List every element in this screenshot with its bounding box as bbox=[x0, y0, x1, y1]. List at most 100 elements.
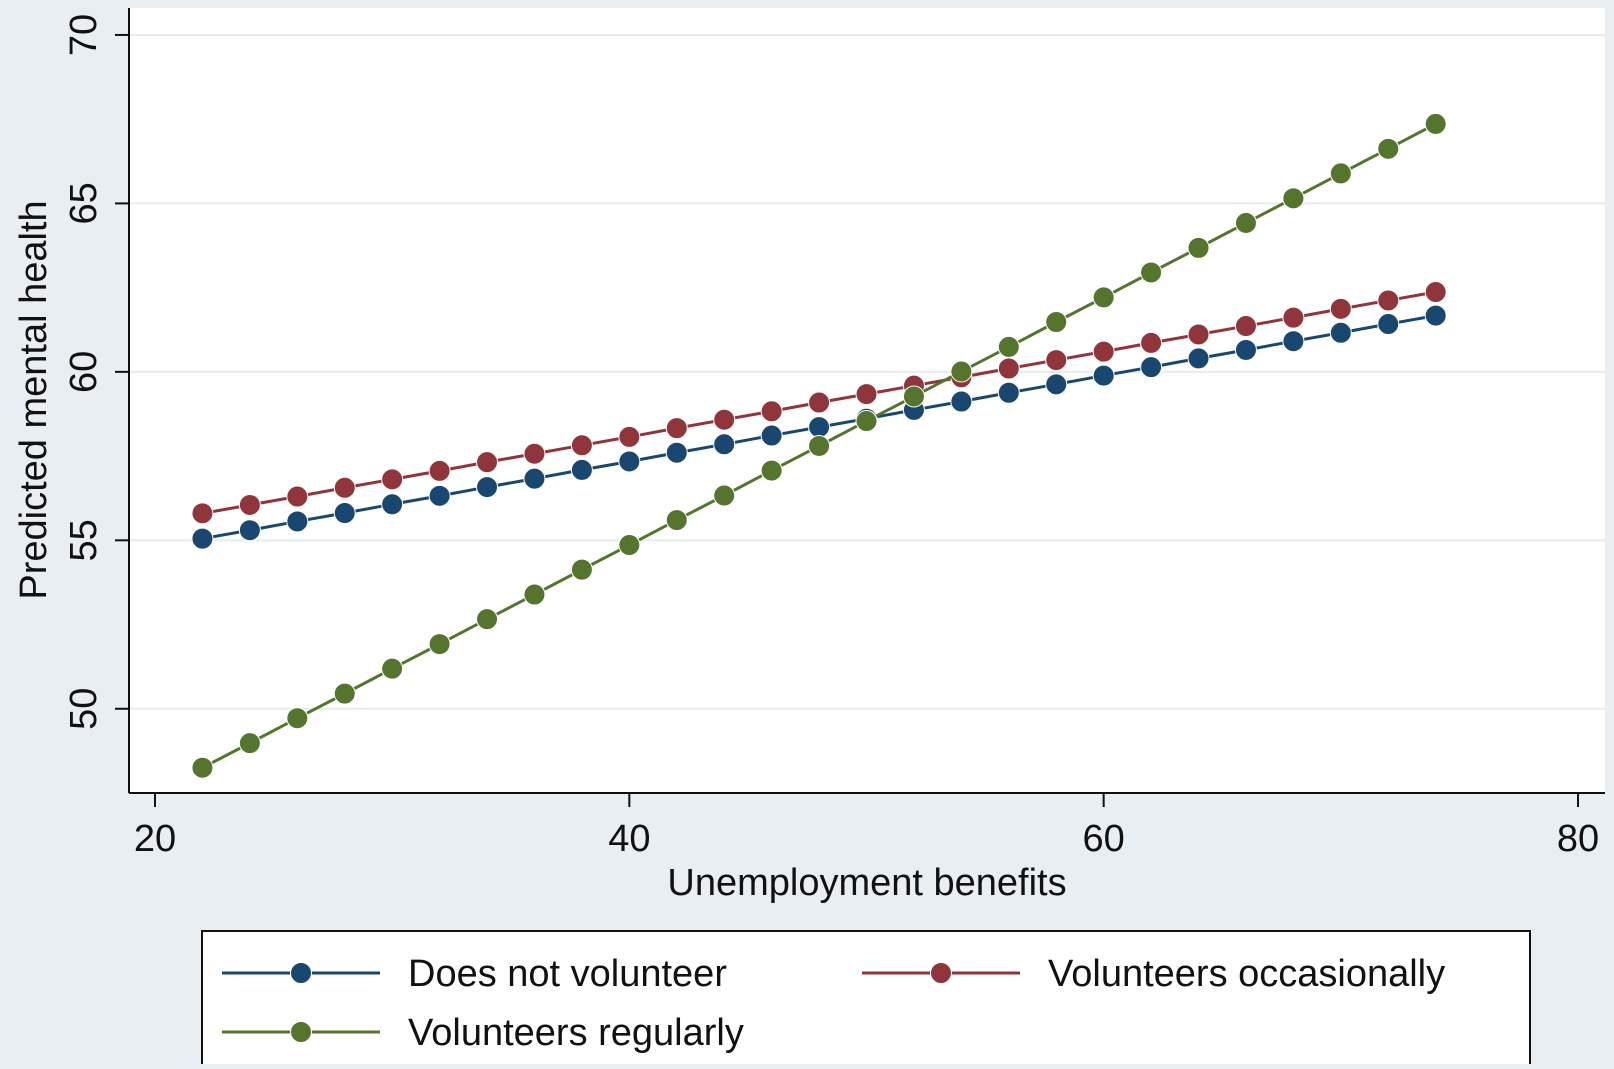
data-point-2-8 bbox=[570, 558, 593, 581]
legend-box bbox=[201, 930, 1531, 1069]
y-tick-label-55: 55 bbox=[63, 519, 105, 561]
data-point-2-15 bbox=[902, 385, 925, 408]
data-point-0-11 bbox=[713, 433, 736, 456]
data-point-0-7 bbox=[523, 467, 546, 490]
data-point-2-25 bbox=[1377, 137, 1400, 160]
y-tick-label-70: 70 bbox=[63, 14, 105, 56]
data-point-0-23 bbox=[1282, 330, 1305, 353]
legend-marker-1 bbox=[930, 962, 952, 984]
series-0 bbox=[191, 304, 1447, 550]
legend-label-1: Volunteers occasionally bbox=[1048, 953, 1445, 995]
data-point-0-12 bbox=[760, 424, 783, 447]
x-tick-label-40: 40 bbox=[608, 818, 650, 860]
data-point-1-3 bbox=[333, 476, 356, 499]
data-point-1-19 bbox=[1092, 340, 1115, 363]
data-point-0-17 bbox=[997, 381, 1020, 404]
data-point-1-7 bbox=[523, 442, 546, 465]
x-tick-label-80: 80 bbox=[1557, 818, 1599, 860]
data-point-1-2 bbox=[286, 485, 309, 508]
data-point-0-5 bbox=[428, 484, 451, 507]
data-point-0-18 bbox=[1045, 373, 1068, 396]
data-point-2-5 bbox=[428, 633, 451, 656]
data-point-1-9 bbox=[618, 425, 641, 448]
data-point-1-20 bbox=[1140, 331, 1163, 354]
data-point-1-26 bbox=[1424, 281, 1447, 304]
data-point-0-22 bbox=[1234, 338, 1257, 361]
data-point-2-23 bbox=[1282, 187, 1305, 210]
data-point-2-14 bbox=[855, 410, 878, 433]
data-point-2-18 bbox=[1045, 311, 1068, 333]
y-ticks: 50 55 60 65 70 bbox=[63, 14, 129, 730]
data-point-2-10 bbox=[665, 509, 688, 532]
data-point-2-7 bbox=[523, 583, 546, 606]
data-point-0-4 bbox=[381, 493, 404, 516]
data-point-1-14 bbox=[855, 383, 878, 406]
data-point-1-4 bbox=[381, 468, 404, 491]
data-point-2-17 bbox=[997, 335, 1020, 358]
legend-label-2: Volunteers regularly bbox=[408, 1012, 744, 1054]
data-point-0-16 bbox=[950, 390, 973, 413]
data-point-1-11 bbox=[713, 408, 736, 431]
legend-label-0: Does not volunteer bbox=[408, 953, 727, 995]
x-tick-label-20: 20 bbox=[134, 818, 176, 860]
data-point-1-13 bbox=[808, 391, 831, 414]
data-point-1-21 bbox=[1187, 323, 1210, 346]
x-ticks: 20 40 60 80 bbox=[134, 793, 1599, 860]
data-point-1-6 bbox=[476, 451, 499, 474]
data-point-1-12 bbox=[760, 400, 783, 423]
data-point-0-25 bbox=[1377, 313, 1400, 336]
data-point-1-24 bbox=[1329, 297, 1352, 320]
data-point-0-0 bbox=[191, 527, 214, 550]
data-point-2-3 bbox=[333, 682, 356, 705]
data-point-1-22 bbox=[1234, 315, 1257, 338]
data-point-0-26 bbox=[1424, 304, 1447, 327]
data-point-1-0 bbox=[191, 502, 214, 525]
data-point-0-20 bbox=[1140, 356, 1163, 379]
data-point-2-26 bbox=[1424, 112, 1447, 135]
data-point-0-6 bbox=[476, 476, 499, 499]
data-point-0-10 bbox=[665, 441, 688, 464]
data-point-0-9 bbox=[618, 450, 641, 473]
data-point-0-13 bbox=[808, 416, 831, 439]
data-point-1-18 bbox=[1045, 349, 1068, 372]
data-point-2-21 bbox=[1187, 236, 1210, 259]
data-point-2-24 bbox=[1329, 162, 1352, 185]
data-point-2-12 bbox=[760, 459, 783, 482]
data-point-2-11 bbox=[713, 484, 736, 507]
y-tick-label-60: 60 bbox=[63, 351, 105, 393]
data-point-1-17 bbox=[997, 357, 1020, 380]
data-point-2-1 bbox=[238, 732, 261, 755]
x-axis-label: Unemployment benefits bbox=[667, 862, 1066, 904]
data-point-2-9 bbox=[618, 534, 641, 557]
gridlines bbox=[129, 33, 1605, 710]
data-point-2-13 bbox=[808, 434, 831, 457]
data-point-1-25 bbox=[1377, 289, 1400, 312]
data-point-1-5 bbox=[428, 459, 451, 482]
y-tick-label-50: 50 bbox=[63, 688, 105, 730]
legend-marker-0 bbox=[290, 962, 312, 984]
data-point-1-23 bbox=[1282, 306, 1305, 329]
data-point-0-8 bbox=[570, 458, 593, 481]
series-layer bbox=[191, 112, 1447, 779]
legend: Does not volunteer Volunteers occasionall… bbox=[201, 930, 1531, 1069]
series-2 bbox=[191, 112, 1447, 779]
y-axis-label: Predicted mental health bbox=[13, 200, 55, 599]
y-tick-label-65: 65 bbox=[63, 182, 105, 224]
data-point-0-3 bbox=[333, 502, 356, 525]
data-point-2-4 bbox=[381, 657, 404, 680]
data-point-2-0 bbox=[191, 756, 214, 779]
data-point-2-19 bbox=[1092, 286, 1115, 309]
data-point-0-24 bbox=[1329, 321, 1352, 344]
data-point-1-8 bbox=[570, 434, 593, 457]
data-point-1-10 bbox=[665, 417, 688, 440]
data-point-0-21 bbox=[1187, 347, 1210, 370]
data-point-0-19 bbox=[1092, 364, 1115, 387]
x-tick-label-60: 60 bbox=[1083, 818, 1125, 860]
legend-marker-2 bbox=[290, 1021, 312, 1043]
data-point-2-20 bbox=[1140, 261, 1163, 284]
data-point-2-6 bbox=[476, 608, 499, 631]
data-point-2-2 bbox=[286, 707, 309, 730]
data-point-1-1 bbox=[238, 493, 261, 516]
